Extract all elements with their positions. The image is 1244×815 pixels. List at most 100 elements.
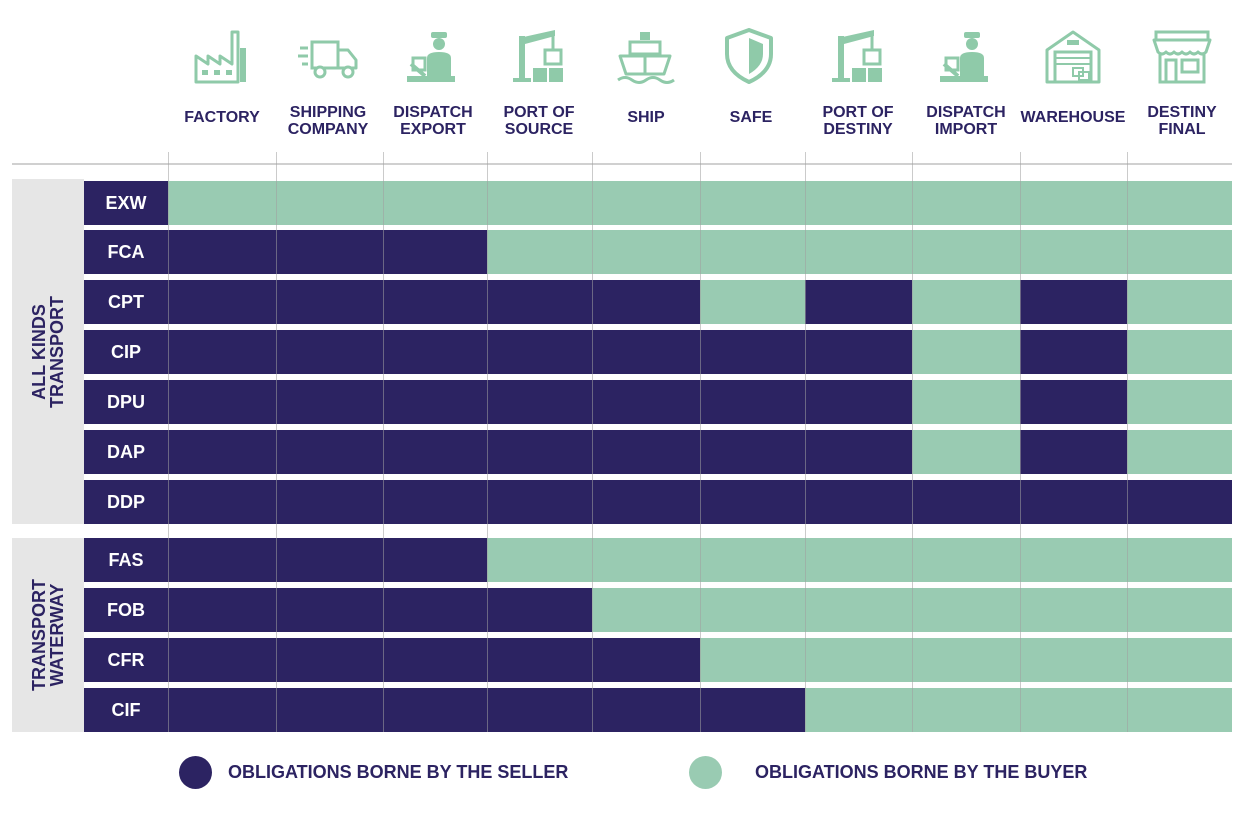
incoterm-row: FAS [84, 538, 1232, 582]
buyer-cell [700, 280, 805, 324]
incoterm-row: CPT [84, 280, 1232, 324]
group-label-line: ALL KINDS [29, 303, 49, 400]
seller-cell [592, 280, 700, 324]
column-gridline [1020, 152, 1021, 732]
seller-cell [805, 430, 912, 474]
buyer-cell [912, 280, 1020, 324]
buyer-cell [805, 688, 912, 732]
buyer-cell [1127, 380, 1232, 424]
buyer-cell [805, 588, 912, 632]
buyer-cell [700, 181, 805, 225]
buyer-cell [912, 230, 1020, 274]
seller-cell [1020, 280, 1127, 324]
column-gridline [276, 152, 277, 732]
buyer-legend-label: OBLIGATIONS BORNE BY THE BUYER [755, 762, 1088, 782]
incoterm-code: CPT [84, 280, 168, 324]
seller-cell [1127, 480, 1232, 524]
seller-cell [912, 480, 1020, 524]
column-gridline [700, 152, 701, 732]
seller-cell [592, 380, 700, 424]
column-label-line: FACTORY [184, 109, 260, 126]
column-header: DISPATCH IMPORT [911, 0, 1021, 150]
incoterm-row: CFR [84, 638, 1232, 682]
column-header: SAFE [696, 0, 806, 150]
buyer-cell [912, 380, 1020, 424]
buyer-cell [383, 181, 487, 225]
seller-cell [168, 230, 276, 274]
seller-cell [805, 330, 912, 374]
incoterm-code: DAP [84, 430, 168, 474]
seller-cell [1020, 430, 1127, 474]
seller-cell [592, 638, 700, 682]
buyer-cell [700, 588, 805, 632]
column-header: SHIP [591, 0, 701, 150]
buyer-cell [1127, 181, 1232, 225]
buyer-cell [487, 230, 592, 274]
incoterm-row: DAP [84, 430, 1232, 474]
ship-icon [617, 32, 675, 84]
seller-cell [383, 480, 487, 524]
buyer-cell [1127, 538, 1232, 582]
seller-cell [805, 380, 912, 424]
group-label: TRANSPORT WATERWAY [12, 538, 84, 732]
column-label-line: DISPATCH [393, 104, 473, 121]
customs-officer-icon [407, 32, 455, 82]
buyer-cell [592, 538, 700, 582]
column-label-line: SAFE [729, 109, 773, 126]
incoterm-code: FOB [84, 588, 168, 632]
buyer-cell [1127, 430, 1232, 474]
incoterm-row: CIP [84, 330, 1232, 374]
column-header: DESTINY FINAL [1127, 0, 1237, 150]
seller-cell [168, 480, 276, 524]
column-label-line: PORT OF [503, 104, 575, 121]
seller-cell [700, 330, 805, 374]
seller-cell [700, 480, 805, 524]
seller-cell [1020, 480, 1127, 524]
group-panel [12, 538, 84, 732]
seller-cell [276, 688, 383, 732]
group-panel [12, 179, 84, 524]
column-gridline [1127, 152, 1128, 732]
buyer-cell [700, 230, 805, 274]
buyer-cell [1020, 230, 1127, 274]
seller-cell [276, 638, 383, 682]
seller-cell [1020, 330, 1127, 374]
seller-cell [487, 688, 592, 732]
buyer-cell [1127, 330, 1232, 374]
seller-cell [805, 280, 912, 324]
column-header: PORT OF DESTINY [803, 0, 913, 150]
column-label-line: DISPATCH [926, 104, 1006, 121]
column-gridline [487, 152, 488, 732]
column-label-line: COMPANY [287, 121, 369, 138]
incoterm-code: CFR [84, 638, 168, 682]
seller-cell [383, 380, 487, 424]
crane-icon [832, 30, 882, 82]
buyer-legend-swatch [689, 756, 722, 789]
seller-cell [805, 480, 912, 524]
buyer-cell [805, 230, 912, 274]
column-label: DISPATCH IMPORT [911, 104, 1021, 138]
column-header: DISPATCH EXPORT [378, 0, 488, 150]
buyer-cell [1020, 588, 1127, 632]
column-label-line: PORT OF [822, 104, 894, 121]
column-label-line: SOURCE [504, 121, 574, 138]
column-label: SAFE [696, 109, 806, 126]
customs-officer-icon [940, 32, 988, 82]
seller-cell [487, 430, 592, 474]
column-gridline [592, 152, 593, 732]
seller-cell [168, 430, 276, 474]
incoterm-code: CIP [84, 330, 168, 374]
seller-cell [276, 280, 383, 324]
column-label-line: SHIP [627, 109, 665, 126]
buyer-cell [1020, 688, 1127, 732]
buyer-cell [487, 538, 592, 582]
buyer-cell [1127, 230, 1232, 274]
seller-cell [168, 280, 276, 324]
column-label: WAREHOUSE [1018, 109, 1128, 126]
seller-cell [487, 280, 592, 324]
seller-cell [168, 688, 276, 732]
incoterm-row: DPU [84, 380, 1232, 424]
column-header: WAREHOUSE [1018, 0, 1128, 150]
warehouse-icon [1045, 30, 1101, 84]
seller-cell [487, 330, 592, 374]
